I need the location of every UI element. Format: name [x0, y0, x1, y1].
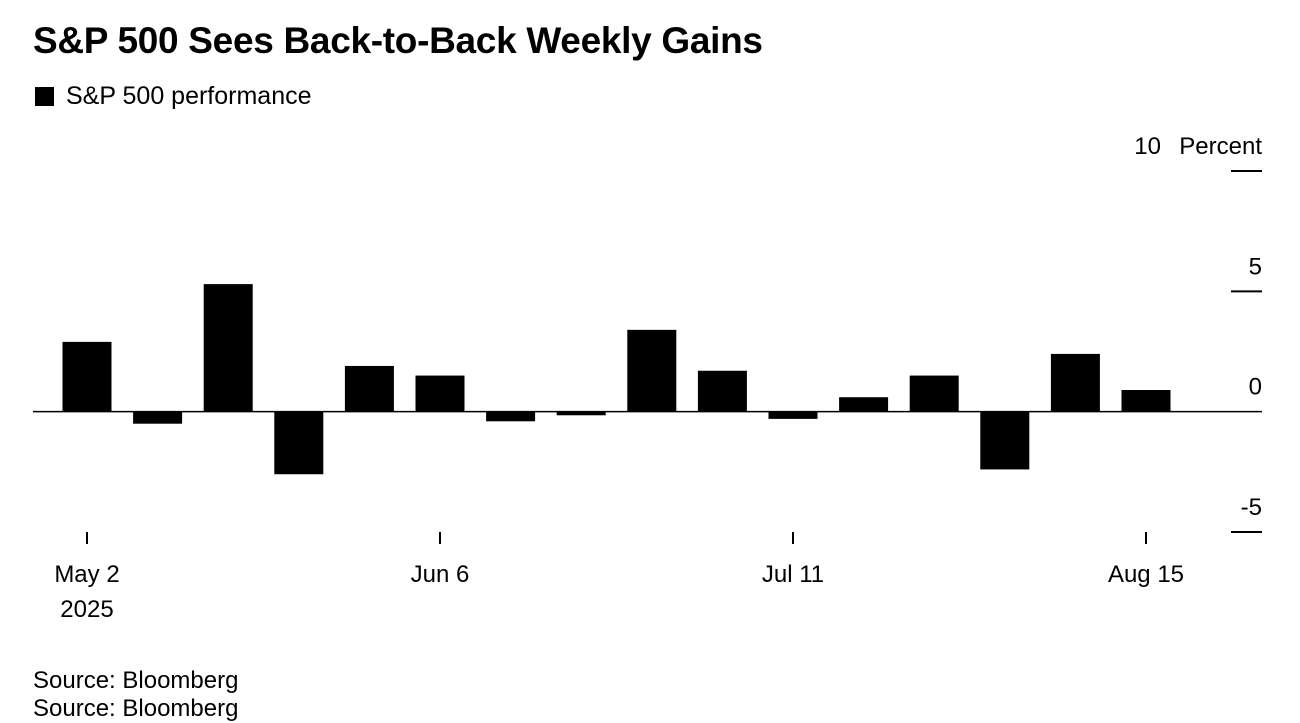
bar [768, 411, 818, 419]
bar [627, 329, 677, 412]
bar [980, 411, 1030, 470]
bar [1121, 390, 1171, 412]
x-tick-label: Jun 6 [411, 561, 470, 588]
bar [274, 411, 324, 475]
bar [62, 341, 112, 412]
legend-swatch [35, 87, 54, 106]
x-tick-label: Jul 11 [762, 561, 824, 588]
legend: S&P 500 performance [35, 82, 312, 111]
bar [344, 365, 394, 412]
y-tick-label: 5 [1249, 253, 1262, 280]
source-note: Source: Bloomberg [33, 667, 239, 694]
x-tick-label: Aug 15 [1108, 561, 1184, 588]
bar [839, 397, 889, 412]
chart-title: S&P 500 Sees Back-to-Back Weekly Gains [33, 20, 763, 61]
x-tick-label: May 2 [54, 561, 119, 588]
bar [697, 370, 747, 412]
bar [556, 411, 606, 416]
bar [203, 284, 253, 412]
bar [415, 375, 465, 412]
bar [133, 411, 183, 424]
bar [486, 411, 536, 422]
bar [909, 375, 959, 412]
source-note-duplicate: Source: Bloomberg [33, 695, 239, 722]
legend-label: S&P 500 performance [66, 82, 312, 110]
y-tick-label: 0 [1249, 374, 1262, 401]
bar [1050, 353, 1100, 412]
y-tick-label: -5 [1241, 494, 1262, 521]
x-tick-label: 2025 [60, 596, 113, 623]
y-tick-label: 10 [1134, 133, 1161, 160]
y-axis-unit-label: Percent [1179, 133, 1262, 160]
